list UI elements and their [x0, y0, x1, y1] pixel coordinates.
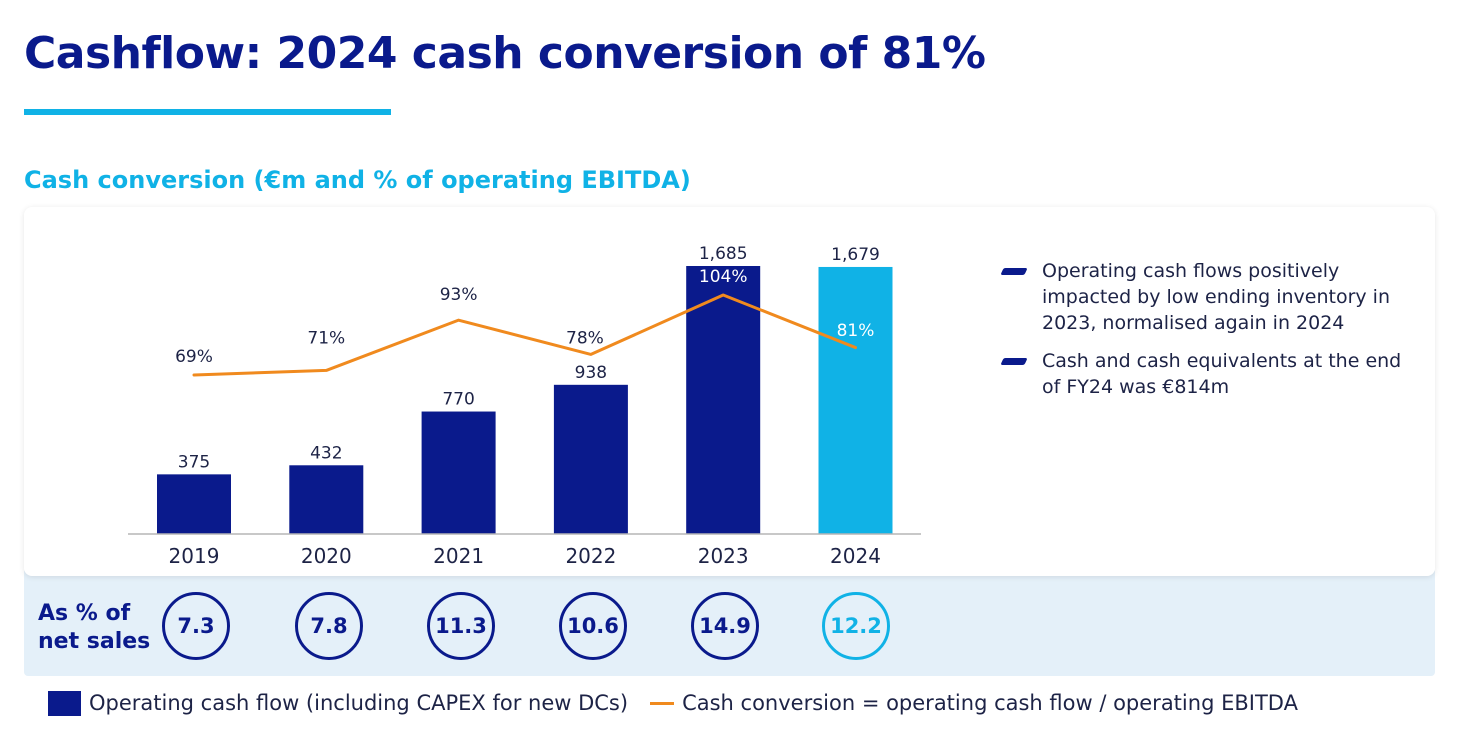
- bar-value-label-2023: 1,685: [699, 244, 748, 264]
- bar-2019: [157, 474, 231, 534]
- line-value-label-2022: 78%: [566, 328, 604, 348]
- commentary-bullet: Operating cash flows positively impacted…: [1000, 258, 1422, 336]
- net-sales-label: As % of net sales: [38, 601, 151, 654]
- bar-2024: [818, 266, 893, 534]
- bar-2022: [553, 384, 628, 534]
- bar-2021: [421, 411, 496, 534]
- commentary-list: Operating cash flows positively impacted…: [1000, 258, 1422, 412]
- chart-subtitle: Cash conversion (€m and % of operating E…: [24, 166, 691, 194]
- commentary-bullet: Cash and cash equivalents at the end of …: [1000, 348, 1422, 400]
- bar-value-label-2024: 1,679: [831, 245, 880, 265]
- bar-value-label-2021: 770: [442, 390, 474, 410]
- net-sales-value-2023: 14.9: [691, 592, 759, 660]
- x-tick-label-2023: 2023: [698, 544, 749, 568]
- x-tick-label-2020: 2020: [301, 544, 352, 568]
- x-tick-label-2024: 2024: [830, 544, 881, 568]
- title-underline: [24, 109, 391, 115]
- net-sales-value-2022: 10.6: [559, 592, 627, 660]
- chart-legend: Operating cash flow (including CAPEX for…: [48, 688, 1298, 718]
- dash-bullet-icon: [1000, 268, 1028, 275]
- line-value-label-2021: 93%: [440, 285, 478, 305]
- bar-value-label-2022: 938: [575, 363, 607, 383]
- line-value-label-2020: 71%: [307, 328, 345, 348]
- commentary-text: Operating cash flows positively impacted…: [1042, 260, 1391, 334]
- x-tick-label-2019: 2019: [169, 544, 220, 568]
- line-value-label-2024: 81%: [837, 321, 875, 341]
- legend-line-label: Cash conversion = operating cash flow / …: [682, 691, 1298, 715]
- net-sales-value-2024: 12.2: [822, 592, 890, 660]
- page-title: Cashflow: 2024 cash conversion of 81%: [24, 28, 986, 79]
- net-sales-value-2020: 7.8: [295, 592, 363, 660]
- x-tick-label-2022: 2022: [565, 544, 616, 568]
- legend-line-swatch: [650, 701, 675, 705]
- net-sales-value-2019: 7.3: [162, 592, 230, 660]
- legend-bar-swatch: [48, 690, 81, 716]
- line-value-label-2019: 69%: [175, 347, 213, 367]
- commentary-text: Cash and cash equivalents at the end of …: [1042, 350, 1402, 398]
- dash-bullet-icon: [1000, 358, 1028, 365]
- bar-2023: [686, 266, 761, 534]
- line-value-label-2023: 104%: [699, 267, 748, 287]
- bar-value-label-2019: 375: [178, 452, 210, 472]
- bar-2020: [289, 465, 364, 534]
- x-tick-label-2021: 2021: [433, 544, 484, 568]
- bar-value-label-2020: 432: [310, 443, 342, 463]
- legend-bar-label: Operating cash flow (including CAPEX for…: [89, 691, 629, 715]
- net-sales-value-2021: 11.3: [427, 592, 495, 660]
- cash-conversion-line: [192, 293, 857, 377]
